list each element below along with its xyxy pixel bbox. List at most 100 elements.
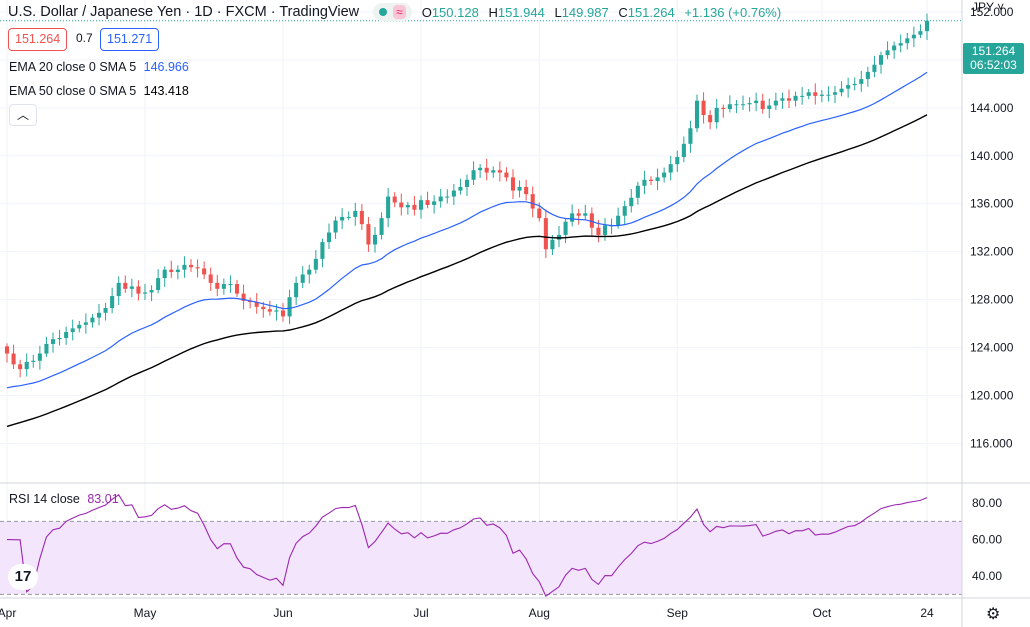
candle-body [905, 38, 910, 44]
candle [64, 326, 69, 345]
candle-body [819, 94, 824, 96]
candle [497, 161, 502, 182]
candle-body [162, 269, 167, 279]
ema20-legend[interactable]: EMA 20 close 0 SMA 5 146.966 [9, 60, 189, 74]
candle [471, 161, 476, 185]
candle [688, 120, 693, 153]
candle [839, 81, 844, 97]
candle [530, 186, 535, 218]
candle [760, 93, 765, 114]
buy-button[interactable]: 151.271 [100, 28, 160, 51]
rsi-legend[interactable]: RSI 14 close 83.01 [9, 492, 119, 506]
rsi-axis-labels: 40.00 60.00 80.00 [972, 496, 1002, 583]
candle [754, 92, 759, 112]
candle [773, 92, 778, 111]
candle [832, 86, 838, 104]
candle-body [622, 206, 627, 216]
candle [484, 158, 489, 181]
candle-body [885, 50, 890, 56]
candle-body [405, 204, 410, 208]
spread-value: 0.7 [76, 31, 93, 45]
candle [202, 261, 207, 280]
candle-body [655, 177, 660, 181]
chevron-down-icon: ˅ [993, 0, 1005, 14]
candle-body [602, 225, 608, 235]
candle [83, 313, 88, 334]
candle [254, 293, 259, 314]
rsi-line-group [6, 494, 928, 598]
candle [662, 167, 667, 183]
candle-body [773, 100, 778, 106]
candle-body [721, 107, 726, 110]
candle-body [484, 167, 489, 173]
candle-body [859, 79, 864, 84]
candle-body [754, 100, 759, 104]
candle [583, 204, 588, 221]
candle [353, 202, 358, 226]
candle [287, 289, 292, 325]
candle-body [234, 284, 240, 294]
collapse-legend-button[interactable]: ︿ [9, 104, 37, 126]
candle [648, 176, 654, 185]
candle [740, 95, 746, 111]
rsi-tick-label: 60.00 [972, 533, 1002, 547]
currency-selector[interactable]: JPY ˅ [972, 0, 1005, 14]
candle-body [793, 95, 798, 101]
candle-body [550, 239, 555, 250]
candle-body [372, 234, 378, 245]
candle-body [123, 282, 128, 289]
candle [386, 187, 391, 228]
price-tick-label: 116.000 [970, 436, 1013, 450]
candle [793, 91, 798, 107]
candle-body [681, 143, 686, 158]
candle [123, 275, 128, 293]
sell-button[interactable]: 151.264 [8, 28, 68, 51]
candle-body [300, 274, 305, 283]
time-tick-label: Aug [529, 606, 550, 620]
price-tick-label: 132.000 [970, 245, 1014, 259]
candle [609, 218, 614, 235]
candle-body [110, 296, 115, 309]
candle-body [852, 83, 857, 86]
candle-body [524, 186, 529, 195]
settings-gear-icon[interactable]: ⚙ [986, 606, 1001, 623]
candle-body [70, 328, 75, 332]
candle [359, 204, 364, 230]
last-price-badge: 151.264 06:52:03 [963, 43, 1024, 74]
candle [813, 83, 818, 105]
time-tick-label: May [134, 606, 157, 620]
candle-body [510, 177, 516, 191]
candle-body [445, 196, 450, 198]
candle-body [570, 213, 575, 222]
candle-body [399, 202, 404, 208]
candle [865, 66, 870, 87]
candle [300, 266, 305, 289]
candle-body [340, 216, 345, 221]
tradingview-logo-icon[interactable]: 17 [8, 564, 38, 590]
candle-body [274, 310, 279, 312]
candle [878, 51, 884, 74]
candle [524, 179, 529, 201]
price-tick-label: 128.000 [970, 293, 1014, 307]
candle [392, 192, 397, 208]
market-status[interactable]: ≈ [373, 3, 412, 21]
time-tick-label: Jul [413, 606, 428, 620]
candle-body [451, 190, 456, 197]
candle-body [169, 269, 174, 273]
candle-body [366, 224, 371, 245]
candle [215, 274, 220, 297]
ema50-legend[interactable]: EMA 50 close 0 SMA 5 143.418 [9, 84, 189, 98]
candle [543, 209, 548, 259]
candle [892, 41, 897, 59]
candle [642, 170, 647, 195]
candle-body [767, 105, 772, 110]
candle-body [872, 64, 877, 72]
candle-body [438, 196, 443, 202]
candle [37, 345, 42, 370]
candle [418, 195, 424, 219]
symbol-title[interactable]: U.S. Dollar / Japanese Yen · 1D · FXCM ·… [8, 4, 360, 20]
candle-body [44, 343, 49, 354]
candle [563, 218, 568, 244]
